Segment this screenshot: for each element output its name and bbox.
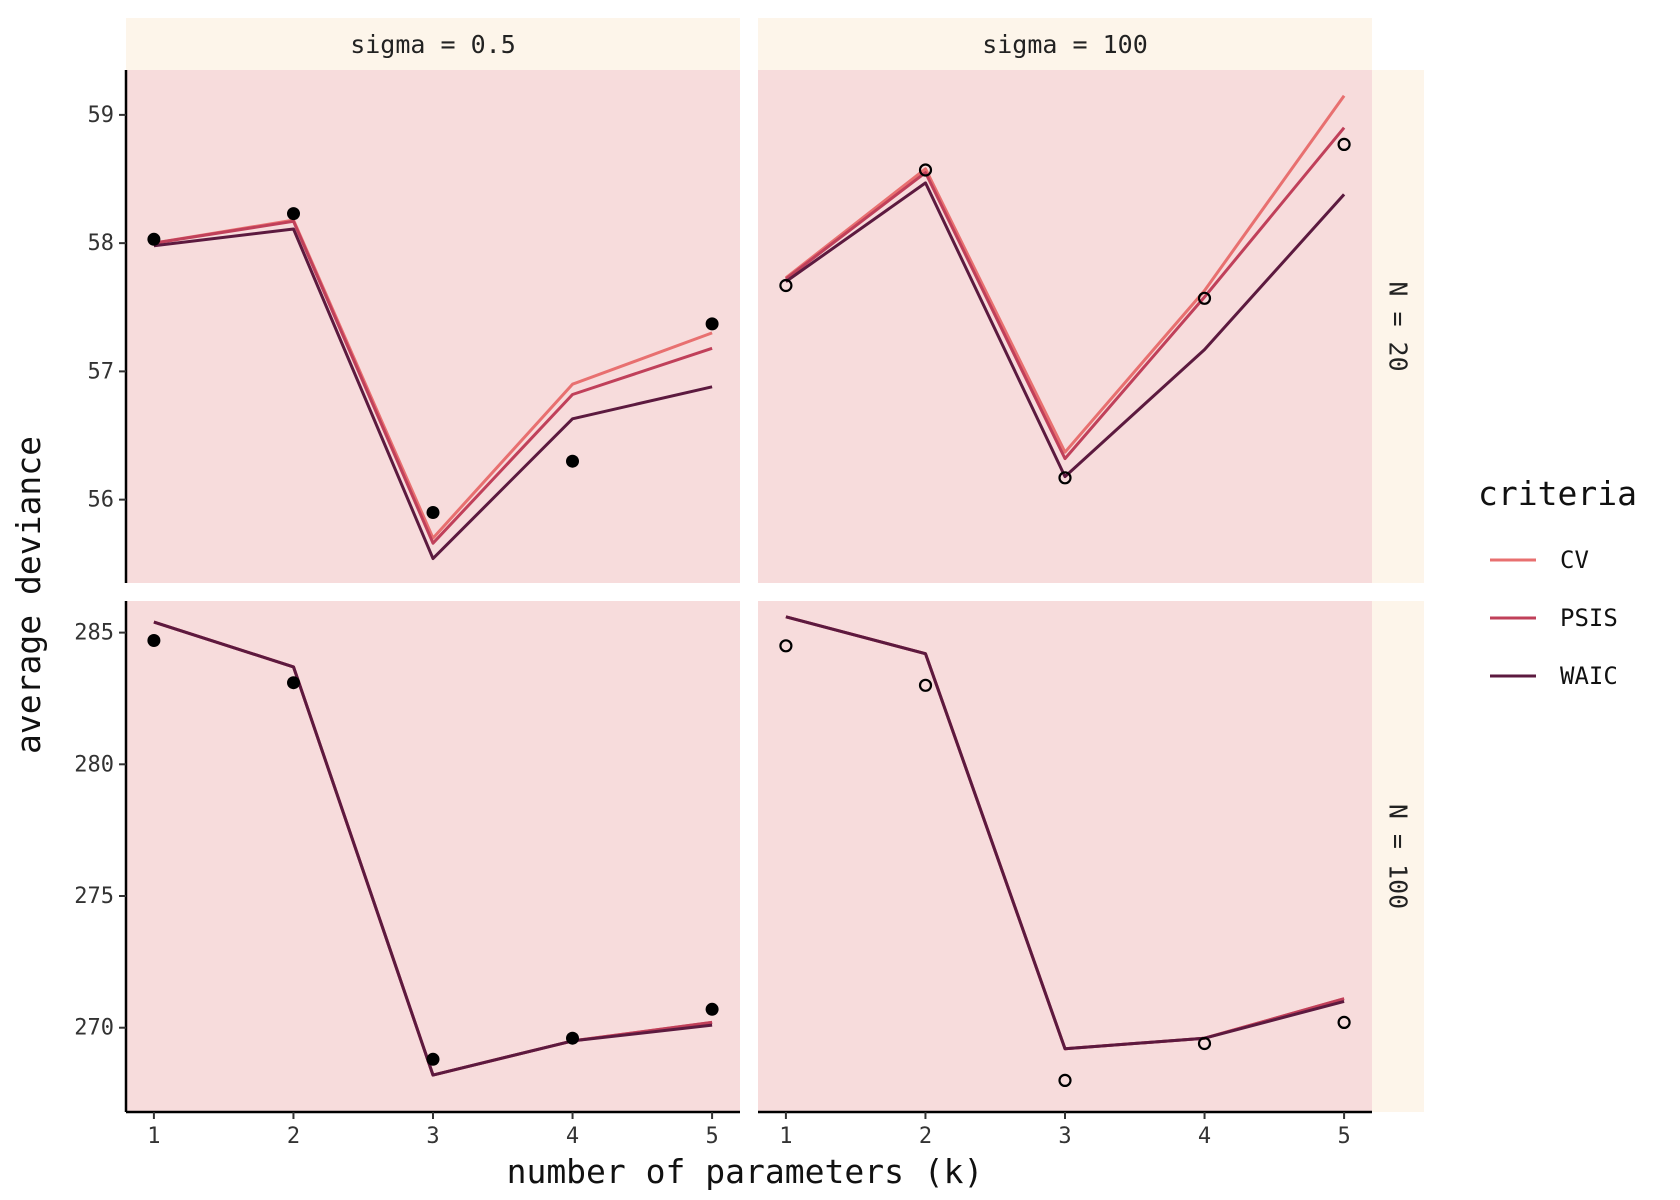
series-line-cv (784, 94, 1346, 454)
x-axis-title: number of parameters (k) (507, 1152, 984, 1191)
data-point (287, 676, 300, 690)
panel-background (126, 70, 740, 583)
data-point (1197, 291, 1212, 305)
x-tick-label: 3 (426, 1124, 439, 1149)
facet-strip-col-label: sigma = 0.5 (350, 30, 516, 59)
series-line-waic (785, 615, 1345, 1051)
x-tick-label: 1 (779, 1124, 792, 1149)
data-point (426, 1052, 440, 1066)
series-line-waic (785, 181, 1346, 479)
facet-strip-row (1372, 70, 1424, 583)
facet-strip-col (126, 18, 740, 70)
x-tick-label: 5 (1337, 1124, 1350, 1149)
data-point (705, 317, 719, 331)
x-tick-label: 5 (705, 1124, 718, 1149)
y-tick-label: 275 (74, 884, 114, 909)
facet-strip-col-label: sigma = 100 (982, 30, 1148, 59)
data-point (1058, 471, 1072, 485)
x-tick-label: 3 (1058, 1124, 1071, 1149)
data-point (779, 639, 793, 653)
data-point (147, 634, 161, 647)
facet-strip-row-label: N = 20 (1384, 281, 1413, 371)
series-line-waic (153, 620, 713, 1077)
x-tick-label: 4 (1198, 1124, 1211, 1149)
facet-strip-row (1372, 601, 1424, 1112)
series-line-waic (153, 227, 713, 561)
x-tick-label: 1 (147, 1124, 160, 1149)
axes-layer: 56 57 58 59 270 275 280 285 1 2 3 4 5 1 2 3 4 5 (74, 70, 1372, 1149)
legend-title: criteria (1478, 474, 1637, 513)
data-point (426, 506, 440, 519)
data-point (918, 678, 933, 692)
data-point (1058, 1073, 1072, 1088)
facet-strip-row-label: N = 100 (1384, 804, 1413, 909)
y-tick-label: 270 (74, 1016, 114, 1041)
panels-layer: sigma = 0.5 sigma = 100 N = 20 N = 100 (126, 18, 1424, 1112)
data-point (779, 278, 793, 293)
legend-label-waic: WAIC (1560, 662, 1618, 690)
facet-strip-col (758, 18, 1372, 70)
data-point (147, 232, 161, 246)
x-tick-label: 2 (287, 1124, 300, 1149)
panel-background (126, 601, 740, 1112)
y-axis-title: average deviance (9, 436, 48, 754)
legend-items: CV PSIS WAIC (1490, 546, 1618, 690)
data-point (705, 1002, 719, 1016)
legend: criteria CV PSIS WAIC (1478, 474, 1637, 690)
series-line-psis (153, 219, 713, 545)
data-point (566, 1031, 579, 1045)
data-point (918, 163, 933, 177)
legend-label-psis: PSIS (1560, 604, 1618, 632)
x-tick-label: 2 (919, 1124, 932, 1149)
y-tick-label: 280 (74, 752, 114, 777)
series-line-psis (784, 126, 1346, 461)
y-tick-label: 58 (88, 231, 115, 256)
y-tick-label: 285 (74, 621, 114, 646)
data-point (566, 454, 579, 468)
data-point (1337, 1015, 1351, 1030)
legend-label-cv: CV (1560, 546, 1589, 574)
data-point (1337, 137, 1351, 151)
y-tick-label: 56 (88, 488, 115, 513)
y-tick-label: 57 (88, 359, 115, 384)
x-tick-label: 4 (566, 1124, 579, 1149)
panel-background (758, 70, 1372, 583)
y-tick-label: 59 (88, 103, 115, 128)
panel-background (758, 601, 1372, 1112)
data-point (287, 207, 300, 221)
data-point (1197, 1036, 1212, 1051)
